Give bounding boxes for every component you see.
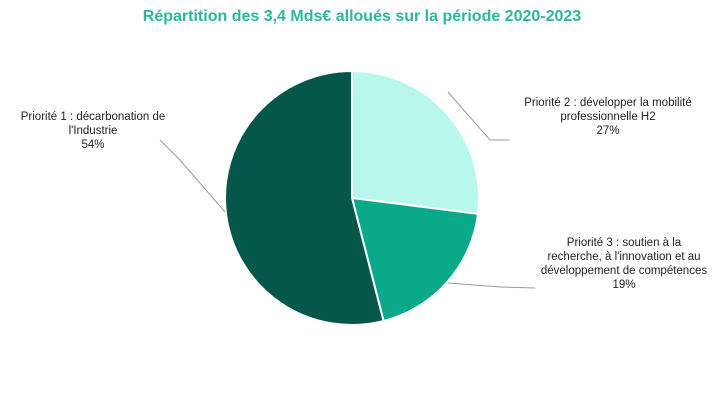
slice-label-text: professionnelle H2 bbox=[560, 111, 656, 123]
leader-lines bbox=[159, 91, 536, 289]
slice-label-text: l'Industrie bbox=[68, 125, 118, 137]
slice-label-priorite-3: Priorité 3 : soutien à la recherche, à l… bbox=[526, 236, 722, 292]
leader-line-priorite-1 bbox=[159, 139, 226, 213]
chart-title: Répartition des 3,4 Mds€ alloués sur la … bbox=[142, 8, 582, 25]
pie-slice-priorite-1 bbox=[224, 69, 385, 326]
slice-label-text: Priorité 1 : décarbonation de bbox=[20, 111, 166, 123]
slice-label-priorite-2: Priorité 2 : développer la mobilité prof… bbox=[508, 96, 708, 138]
leader-line-priorite-3 bbox=[447, 282, 536, 289]
slice-label-text: développement de compétences bbox=[540, 265, 708, 277]
slice-value-label: 19% bbox=[612, 279, 636, 291]
pie-slice-priorite-2 bbox=[351, 69, 480, 216]
slice-value-label: 54% bbox=[81, 139, 105, 151]
slice-value-label: 27% bbox=[596, 125, 620, 137]
slice-label-text: Priorité 3 : soutien à la bbox=[566, 237, 682, 249]
slice-label-text: recherche, à l'innovation et au bbox=[547, 251, 701, 263]
pie-slices bbox=[224, 69, 480, 326]
slice-label-text: Priorité 2 : développer la mobilité bbox=[524, 97, 692, 109]
leader-line-priorite-2 bbox=[447, 91, 510, 141]
pie-slice-priorite-3 bbox=[350, 196, 480, 323]
slice-label-priorite-1: Priorité 1 : décarbonation de l'Industri… bbox=[4, 110, 182, 152]
